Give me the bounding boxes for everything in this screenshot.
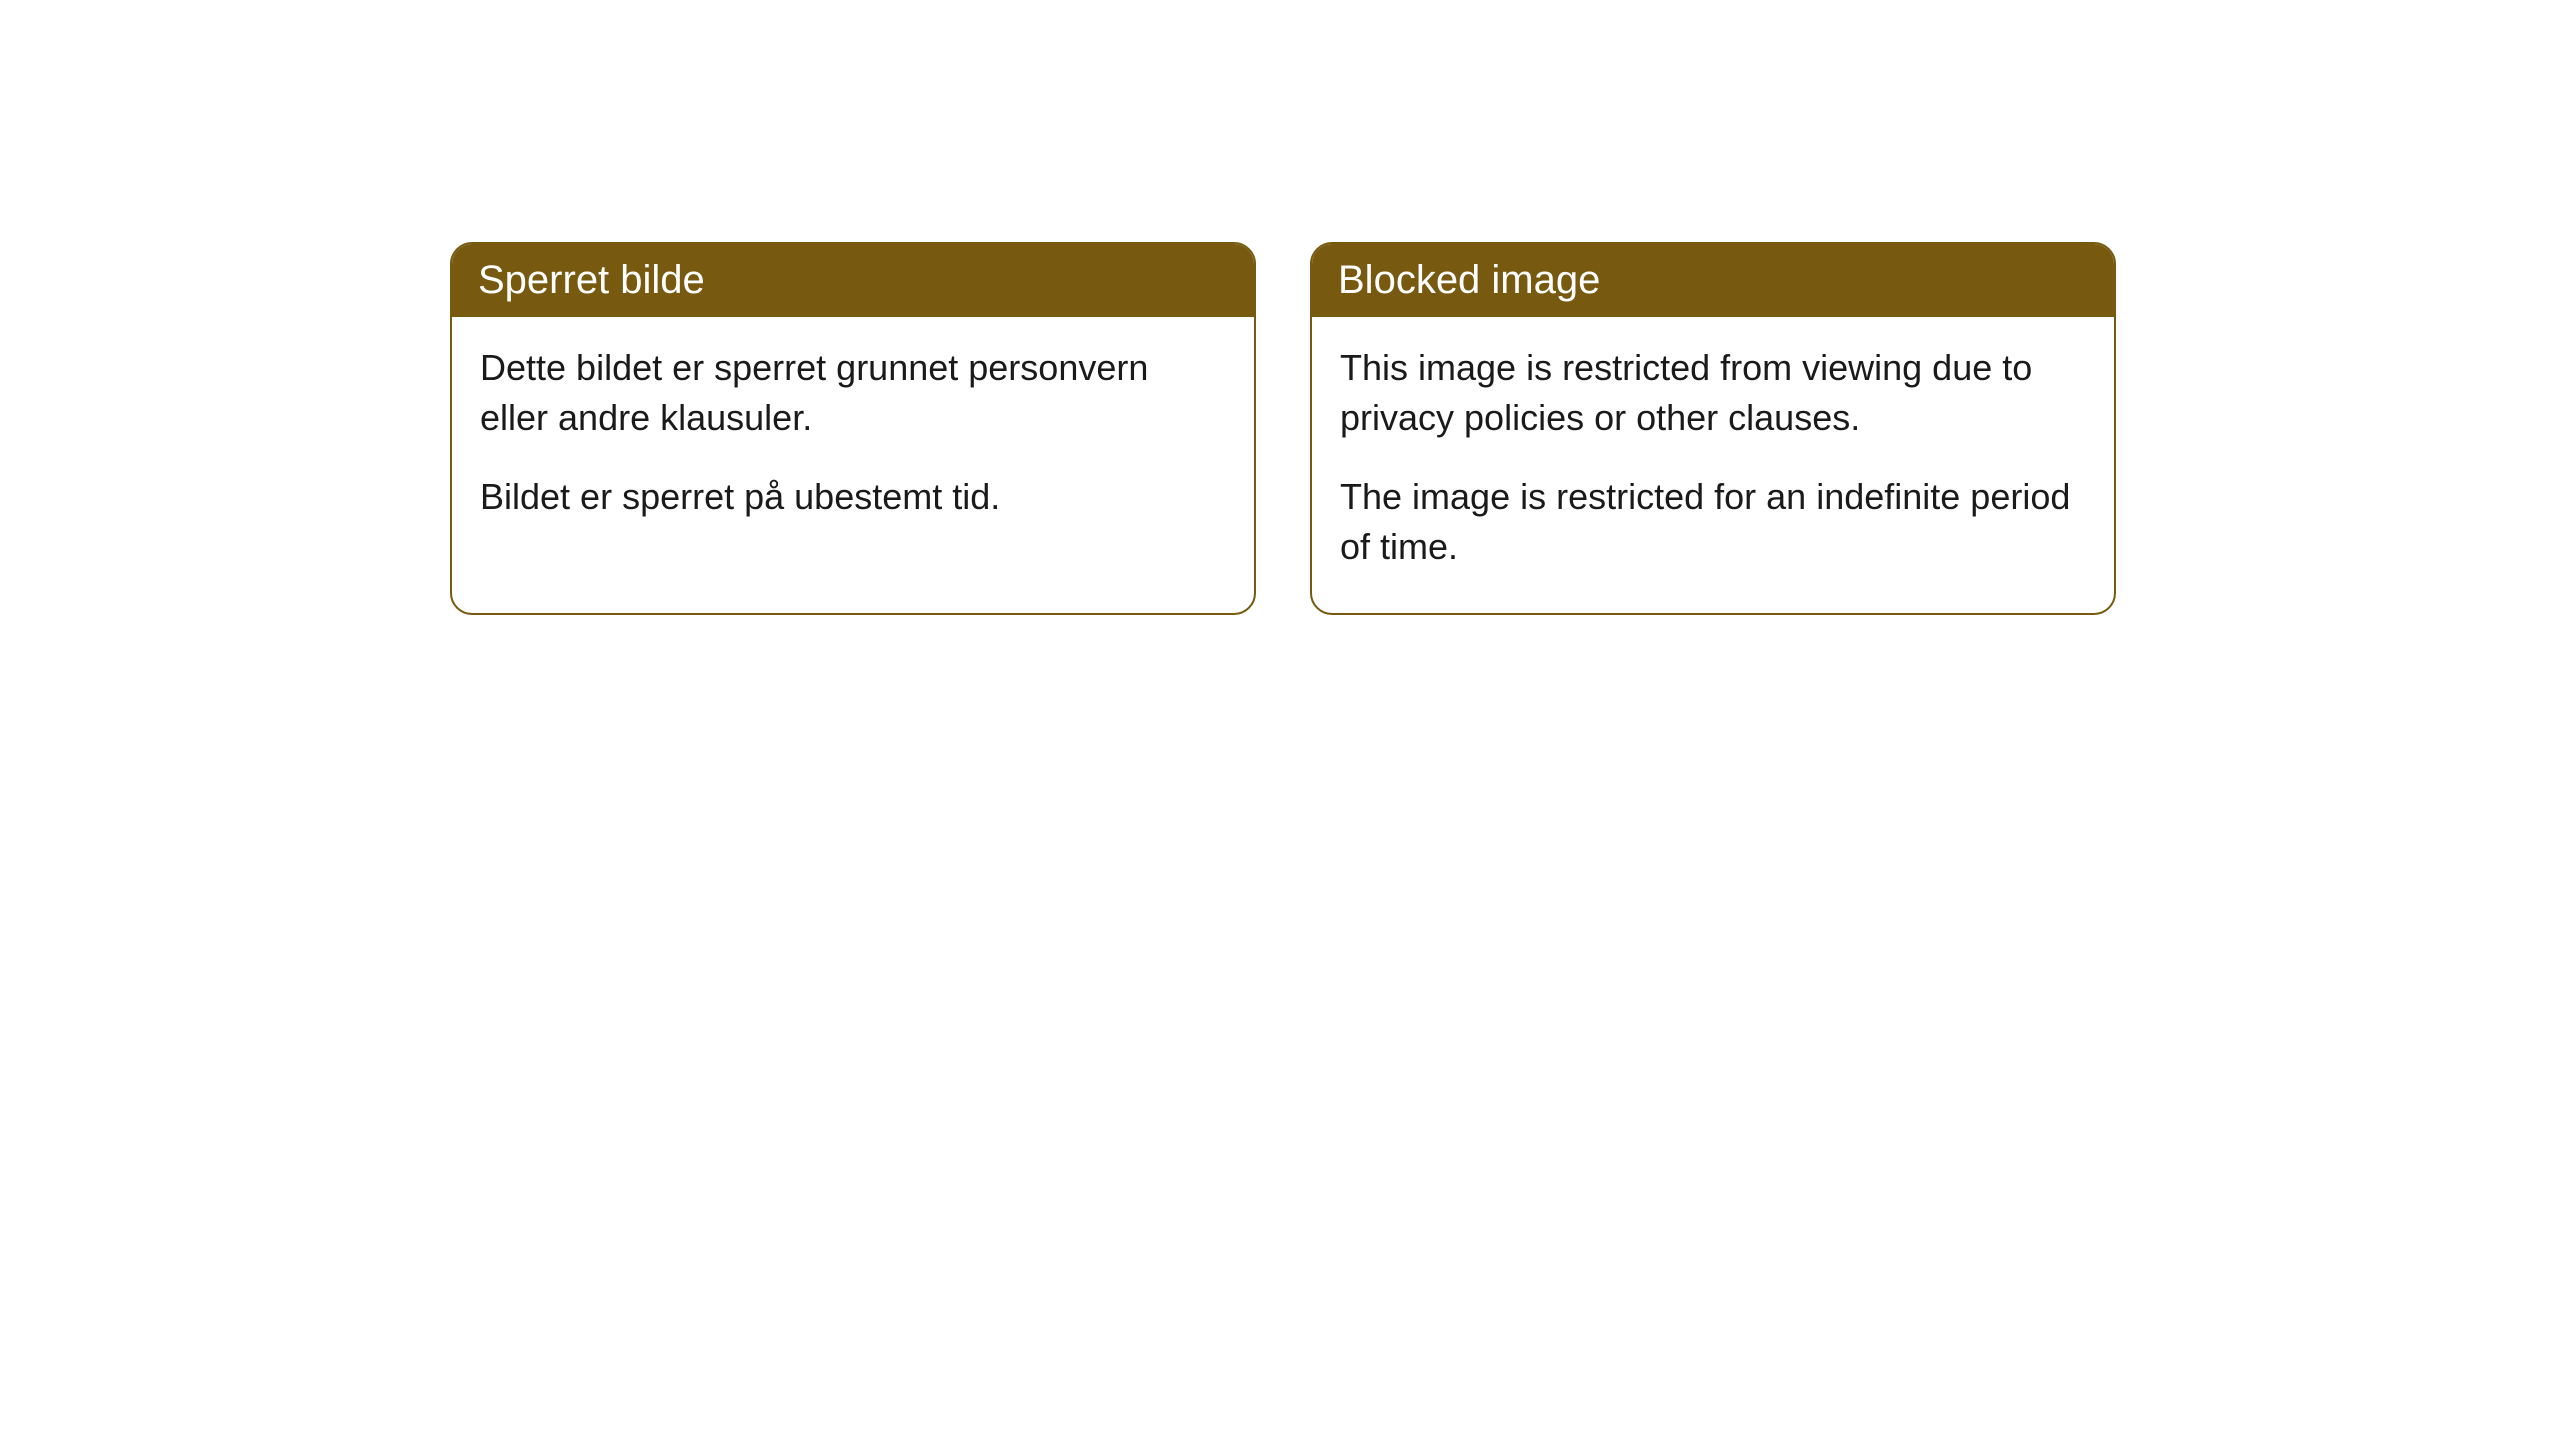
card-body: This image is restricted from viewing du… — [1312, 317, 2114, 613]
blocked-image-card-norwegian: Sperret bilde Dette bildet er sperret gr… — [450, 242, 1256, 615]
card-title: Sperret bilde — [478, 258, 705, 302]
card-header: Sperret bilde — [452, 244, 1254, 317]
card-title: Blocked image — [1338, 258, 1600, 302]
card-header: Blocked image — [1312, 244, 2114, 317]
card-text-line-2: The image is restricted for an indefinit… — [1340, 472, 2086, 573]
card-text-line-1: Dette bildet er sperret grunnet personve… — [480, 343, 1226, 444]
blocked-image-card-english: Blocked image This image is restricted f… — [1310, 242, 2116, 615]
card-text-line-2: Bildet er sperret på ubestemt tid. — [480, 472, 1226, 522]
notice-container: Sperret bilde Dette bildet er sperret gr… — [0, 0, 2560, 615]
card-text-line-1: This image is restricted from viewing du… — [1340, 343, 2086, 444]
card-body: Dette bildet er sperret grunnet personve… — [452, 317, 1254, 562]
